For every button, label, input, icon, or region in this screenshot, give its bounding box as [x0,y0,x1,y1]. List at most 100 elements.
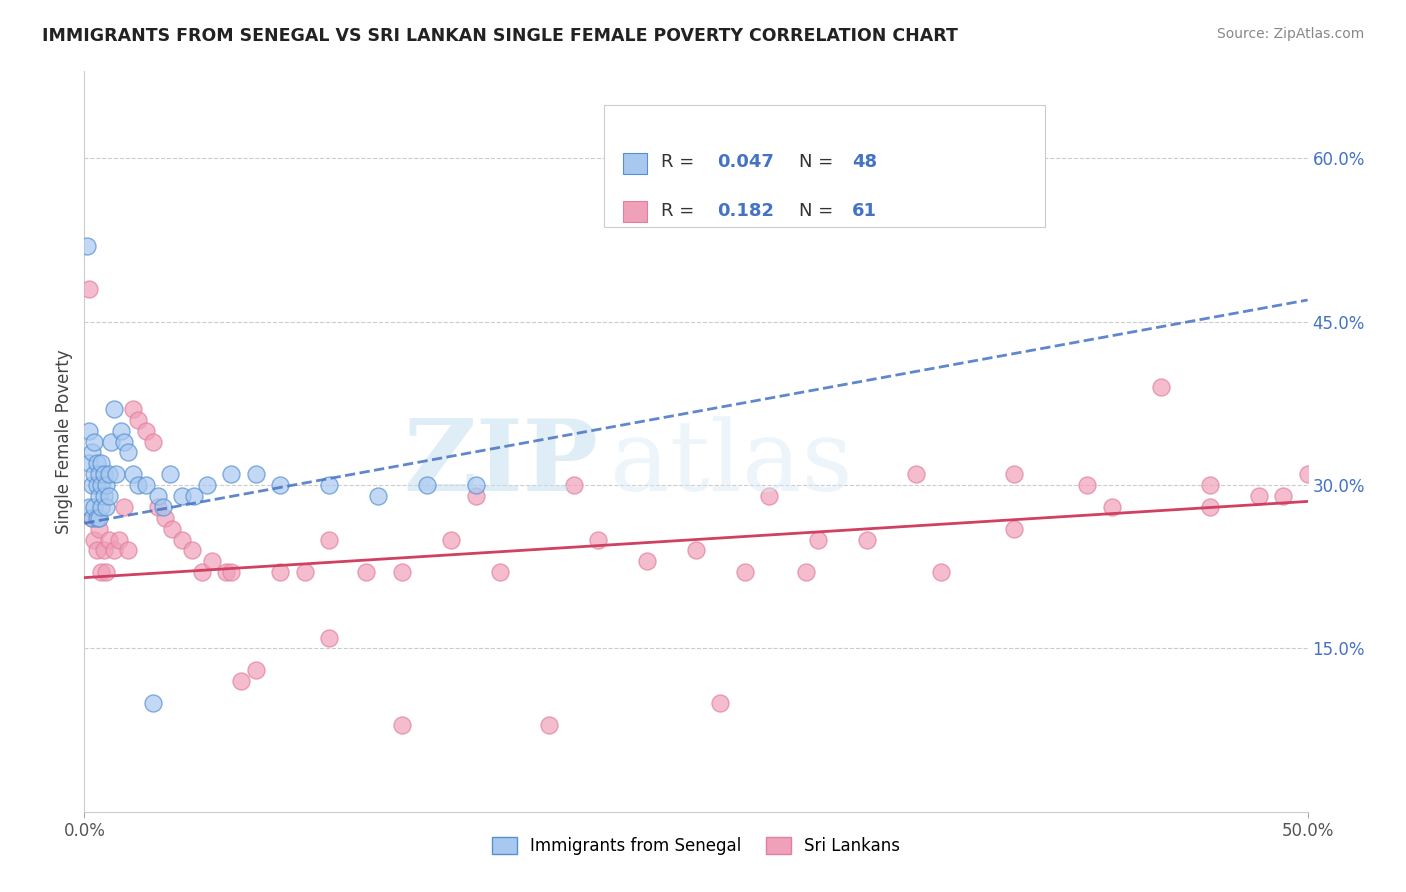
FancyBboxPatch shape [605,104,1045,227]
Point [245,663,267,677]
Point [181,543,204,558]
Point [586,533,609,547]
Bar [623,201,647,221]
Text: R =: R = [661,202,706,219]
Text: 0.047: 0.047 [717,153,775,171]
Point [77,456,100,470]
Point [229,674,252,689]
Point [96,565,118,579]
Text: IMMIGRANTS FROM SENEGAL VS SRI LANKAN SINGLE FEMALE POVERTY CORRELATION CHART: IMMIGRANTS FROM SENEGAL VS SRI LANKAN SI… [42,27,957,45]
Point [245,467,267,482]
Point [636,554,658,568]
Point [83,500,105,514]
Point [127,413,149,427]
Point [391,717,413,731]
Point [269,478,291,492]
Text: R =: R = [661,153,700,171]
Point [929,565,952,579]
Text: 0.182: 0.182 [717,202,775,219]
Point [269,565,291,579]
Point [93,543,115,558]
Point [90,565,112,579]
Point [1247,489,1270,503]
Point [318,478,340,492]
Point [1150,380,1173,394]
Point [87,522,110,536]
Point [96,500,118,514]
Point [86,510,108,524]
Point [80,478,103,492]
Bar [623,153,647,174]
Point [100,434,122,449]
Point [96,478,118,492]
Point [794,565,817,579]
Point [97,467,120,482]
Point [367,489,389,503]
Point [122,401,145,416]
Point [159,467,181,482]
Point [416,478,439,492]
Point [1198,478,1220,492]
Point [142,696,165,710]
Point [807,533,830,547]
Point [318,631,340,645]
Point [135,478,157,492]
Y-axis label: Single Female Poverty: Single Female Poverty [55,350,73,533]
Point [97,533,120,547]
Point [77,500,100,514]
Point [195,478,218,492]
Point [87,510,110,524]
Point [93,489,115,503]
Text: 61: 61 [852,202,877,219]
Legend: Immigrants from Senegal, Sri Lankans: Immigrants from Senegal, Sri Lankans [492,837,900,855]
Point [117,543,139,558]
Point [97,489,120,503]
Point [162,522,184,536]
Point [93,467,115,482]
Point [117,445,139,459]
Point [127,478,149,492]
Point [152,500,174,514]
Point [103,543,125,558]
Point [103,401,125,416]
Point [464,489,486,503]
Point [1002,467,1025,482]
Point [219,565,242,579]
Point [440,533,463,547]
Point [391,565,413,579]
Point [709,696,731,710]
Point [562,478,585,492]
Point [112,434,135,449]
Point [294,565,316,579]
Point [734,565,756,579]
Point [77,424,100,438]
Point [90,500,112,514]
Point [76,238,98,252]
Point [146,500,169,514]
Point [219,467,242,482]
Point [758,489,780,503]
Text: N =: N = [800,202,839,219]
Point [105,467,128,482]
Point [200,554,222,568]
Point [90,478,112,492]
Point [122,467,145,482]
Point [172,489,194,503]
Point [83,533,105,547]
Point [1101,500,1123,514]
Point [172,533,194,547]
Point [1076,478,1098,492]
Point [538,717,561,731]
Point [191,565,214,579]
Text: 48: 48 [852,153,877,171]
Point [80,510,103,524]
Point [1296,467,1319,482]
Text: ZIP: ZIP [404,416,598,512]
Text: atlas: atlas [610,416,853,512]
Point [86,478,108,492]
Point [318,533,340,547]
Point [146,489,169,503]
Point [153,510,176,524]
Point [464,478,486,492]
Point [80,445,103,459]
